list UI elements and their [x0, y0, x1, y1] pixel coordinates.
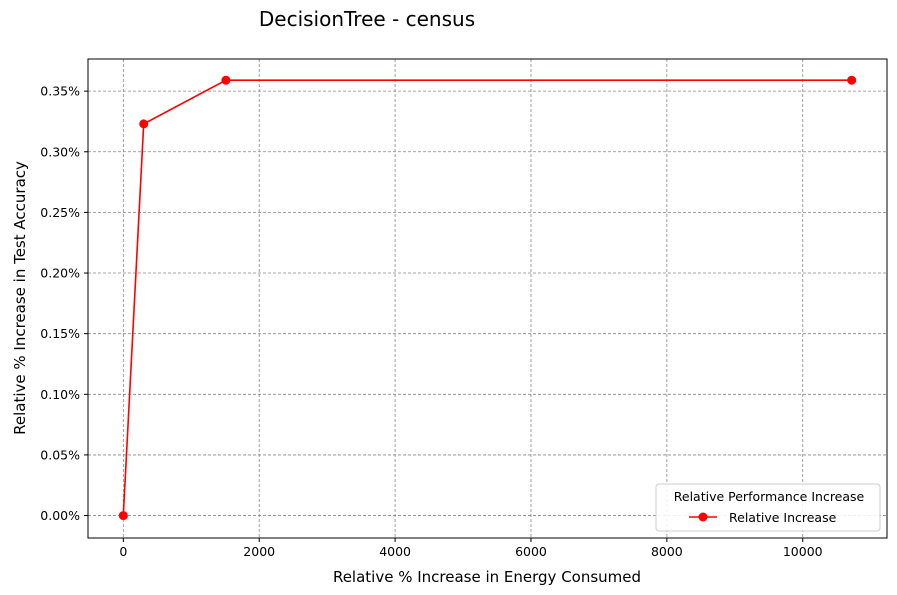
x-axis-label: Relative % Increase in Energy Consumed	[333, 568, 641, 586]
y-axis-label: Relative % Increase in Test Accuracy	[11, 161, 29, 435]
x-tick-label: 6000	[515, 544, 547, 559]
grid-lines	[88, 59, 887, 538]
data-point	[221, 75, 231, 85]
x-tick-label: 4000	[379, 544, 411, 559]
legend-marker-sample	[698, 512, 708, 522]
legend-title: Relative Performance Increase	[674, 489, 865, 504]
y-tick-label: 0.05%	[40, 447, 80, 462]
x-tick-label: 0	[119, 544, 127, 559]
y-axis-ticks: 0.00% 0.05% 0.10% 0.15% 0.20% 0.25% 0.30% 0.35%	[40, 84, 88, 523]
y-tick-label: 0.20%	[40, 266, 80, 281]
y-tick-label: 0.25%	[40, 205, 80, 220]
data-point	[118, 511, 128, 521]
x-tick-label: 8000	[651, 544, 683, 559]
plot-area-frame	[87, 58, 888, 539]
y-tick-label: 0.10%	[40, 387, 80, 402]
x-tick-label: 10000	[783, 544, 823, 559]
y-tick-label: 0.30%	[40, 144, 80, 159]
data-point	[847, 75, 857, 85]
chart-title: DecisionTree - census	[259, 7, 475, 31]
data-point	[139, 119, 149, 129]
x-axis-ticks: 0 2000 4000 6000 8000 10000	[119, 538, 823, 559]
legend-box	[655, 483, 881, 532]
legend-entry-label: Relative Increase	[729, 510, 837, 525]
legend: Relative Performance Increase Relative I…	[655, 483, 881, 532]
y-tick-label: 0.35%	[40, 84, 80, 99]
x-tick-label: 2000	[243, 544, 275, 559]
y-tick-label: 0.15%	[40, 326, 80, 341]
y-tick-label: 0.00%	[40, 508, 80, 523]
series-layer	[118, 75, 857, 521]
series-line	[122, 79, 852, 516]
